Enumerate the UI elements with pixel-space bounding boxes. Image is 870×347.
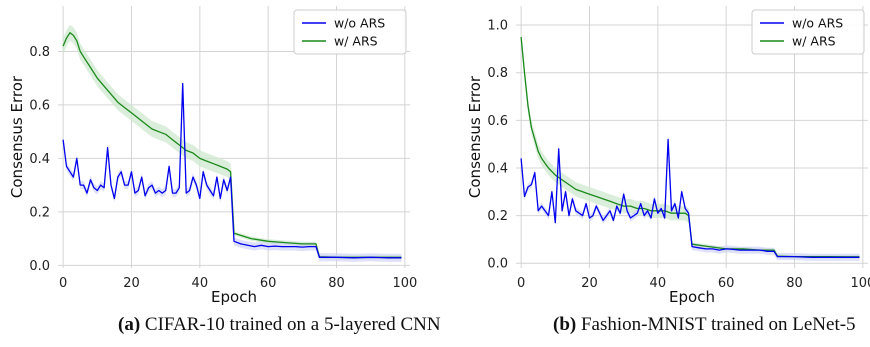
x-tick-label: 80 [328,276,345,291]
legend-label-without-ars: w/o ARS [334,16,385,31]
x-tick-label: 20 [581,276,598,291]
legend-box [751,9,865,55]
x-tick-label: 100 [392,276,417,291]
y-tick-label: 0.0 [487,257,508,272]
x-axis-label: Epoch [211,288,257,306]
y-tick-label: 0.4 [29,152,50,167]
series-line-without-ars [520,138,860,258]
legend-label-with-ars: w/ ARS [334,34,378,49]
caption-a: (a) CIFAR-10 trained on a 5-layered CNN [118,314,441,336]
series-line-with-ars [62,32,402,258]
y-tick-label: 0.6 [487,114,508,129]
legend-label-with-ars: w/ ARS [792,34,836,49]
x-tick-label: 40 [650,276,667,291]
caption-b: (b) Fashion-MNIST trained on LeNet-5 [553,314,856,336]
series-line-without-ars [62,82,402,259]
caption-b-text: Fashion-MNIST trained on LeNet-5 [580,314,856,335]
x-tick-label: 40 [192,276,209,291]
x-tick-label: 60 [260,276,277,291]
y-tick-label: 0.2 [29,205,50,220]
x-tick-label: 0 [59,276,67,291]
caption-a-label: (a) [118,314,141,335]
chart-panel-b: 0 20 40 60 80 100 0.0 0.2 0.4 0.6 0.8 1.0 Epoch Conse… [466,6,870,306]
y-axis-label: Consensus Error [8,75,26,198]
y-tick-label: 1.0 [487,19,508,34]
x-tick-label: 20 [123,276,140,291]
y-tick-label: 0.6 [29,98,50,113]
x-tick-label: 80 [786,276,803,291]
y-tick-label: 0.4 [487,161,508,176]
caption-b-label: (b) [553,314,577,335]
series-band-without-ars [521,135,860,261]
x-tick-label: 0 [517,276,525,291]
series-band-with-ars [521,29,860,259]
x-tick-label: 100 [850,276,870,291]
chart-panel-a: 0 20 40 60 80 100 0.0 0.2 0.4 0.6 0.8 Epoch Consensu… [8,6,417,306]
x-axis-label: Epoch [669,288,715,306]
legend-box [293,9,407,55]
y-tick-label: 0.8 [29,45,50,60]
y-tick-label: 0.2 [487,209,508,224]
caption-a-text: CIFAR-10 trained on a 5-layered CNN [144,314,441,335]
x-tick-label: 60 [718,276,735,291]
series-band-without-ars [63,79,402,262]
y-tick-label: 0.8 [487,66,508,81]
legend: w/o ARS w/ ARS [293,9,407,55]
legend: w/o ARS w/ ARS [751,9,865,55]
y-tick-label: 0.0 [29,259,50,274]
y-axis-label: Consensus Error [466,75,484,198]
legend-label-without-ars: w/o ARS [792,16,843,31]
series-band-with-ars [63,24,402,260]
